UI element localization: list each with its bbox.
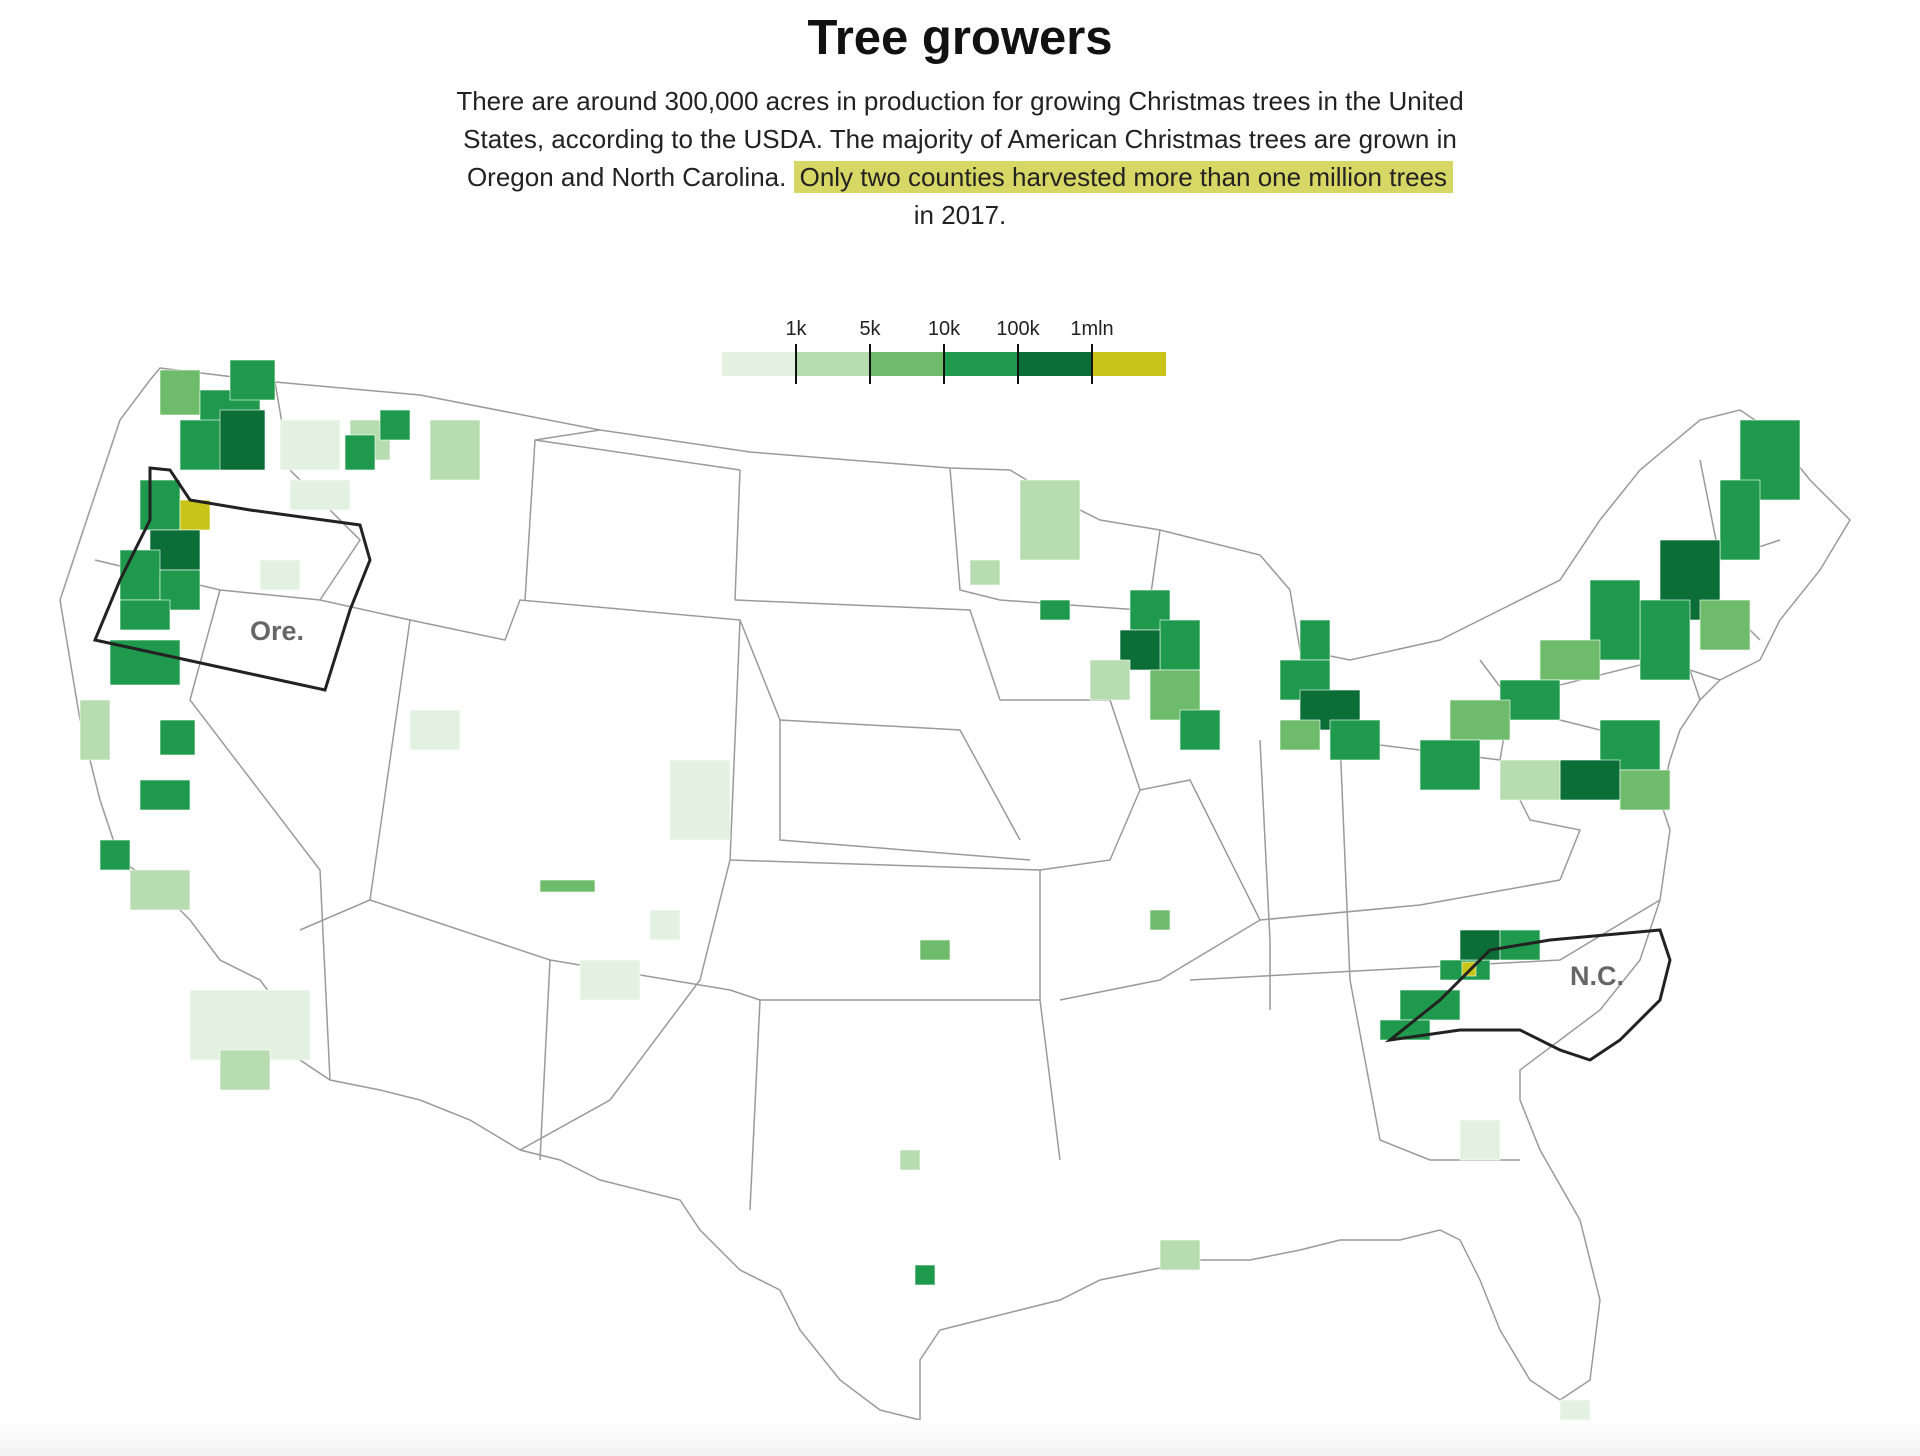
county (1719, 479, 1761, 561)
county (259, 559, 301, 591)
county (159, 369, 201, 416)
state-line (1189, 899, 1661, 981)
state-line (1149, 529, 1161, 601)
county (1089, 659, 1131, 701)
county (899, 1149, 921, 1171)
county (1619, 769, 1671, 811)
county (409, 709, 461, 751)
county (1149, 909, 1171, 931)
county (579, 959, 641, 1001)
state-line (739, 619, 1021, 841)
state-line (1259, 879, 1561, 921)
county (1399, 989, 1461, 1021)
county (229, 359, 276, 401)
county (1449, 699, 1511, 741)
state-line (369, 899, 551, 1161)
state-line (749, 999, 1061, 1211)
state-line (729, 859, 1041, 1000)
county (119, 599, 171, 631)
county (969, 559, 1001, 586)
intro-highlight: Only two counties harvested more than on… (793, 161, 1454, 193)
state-line (409, 599, 741, 1151)
chart-title: Tree growers (807, 11, 1113, 65)
state-line (779, 720, 1031, 861)
state-line (189, 589, 331, 1081)
county (1539, 639, 1601, 681)
county (1459, 1119, 1501, 1161)
county (1119, 629, 1161, 671)
county (219, 409, 266, 471)
county (1159, 1239, 1201, 1271)
county (189, 989, 311, 1061)
county (179, 499, 211, 531)
county (649, 909, 681, 941)
state-line (1259, 739, 1271, 1010)
county (129, 869, 191, 911)
us-outline (59, 367, 1851, 1421)
county (79, 699, 111, 761)
county (289, 479, 351, 511)
county (379, 409, 411, 441)
north-carolina-outline (1384, 928, 1672, 1062)
intro-text-main: There are around 300,000 acres in produc… (456, 86, 1464, 192)
county (539, 879, 596, 893)
county (669, 759, 731, 841)
county (1279, 719, 1321, 751)
oregon-outline (92, 466, 372, 692)
state-line (1059, 779, 1261, 1001)
county (99, 839, 131, 871)
county (1639, 599, 1691, 681)
county-fills (79, 359, 1801, 1421)
county (139, 479, 181, 531)
intro-text-end: in 2017. (913, 200, 1007, 230)
county (919, 939, 951, 961)
state-line (1039, 699, 1141, 871)
county (1039, 599, 1071, 621)
state-line (524, 429, 741, 601)
county (119, 549, 161, 601)
state-borders (59, 367, 1851, 1421)
county (914, 1264, 936, 1286)
county (1499, 759, 1561, 801)
county (1299, 619, 1331, 661)
state-line (1339, 739, 1381, 1141)
county (1459, 929, 1501, 961)
map-label-oregon: Ore. (250, 616, 304, 646)
county (1019, 479, 1081, 561)
county (1559, 1399, 1591, 1421)
county (1419, 739, 1481, 791)
county (1179, 709, 1221, 751)
state-line (299, 599, 411, 931)
county (344, 434, 376, 471)
county (279, 419, 341, 471)
county (1559, 759, 1621, 801)
county (139, 779, 191, 811)
map-label-north-carolina: N.C. (1570, 961, 1624, 991)
state-line (734, 599, 1001, 701)
county (1159, 619, 1201, 671)
county (109, 639, 181, 686)
county (1699, 599, 1751, 651)
county (159, 719, 196, 756)
intro-text: There are around 300,000 acres in produc… (455, 82, 1465, 234)
county (1329, 719, 1381, 761)
county (219, 1049, 271, 1091)
page-bottom-fade (0, 1420, 1920, 1456)
county (429, 419, 481, 481)
